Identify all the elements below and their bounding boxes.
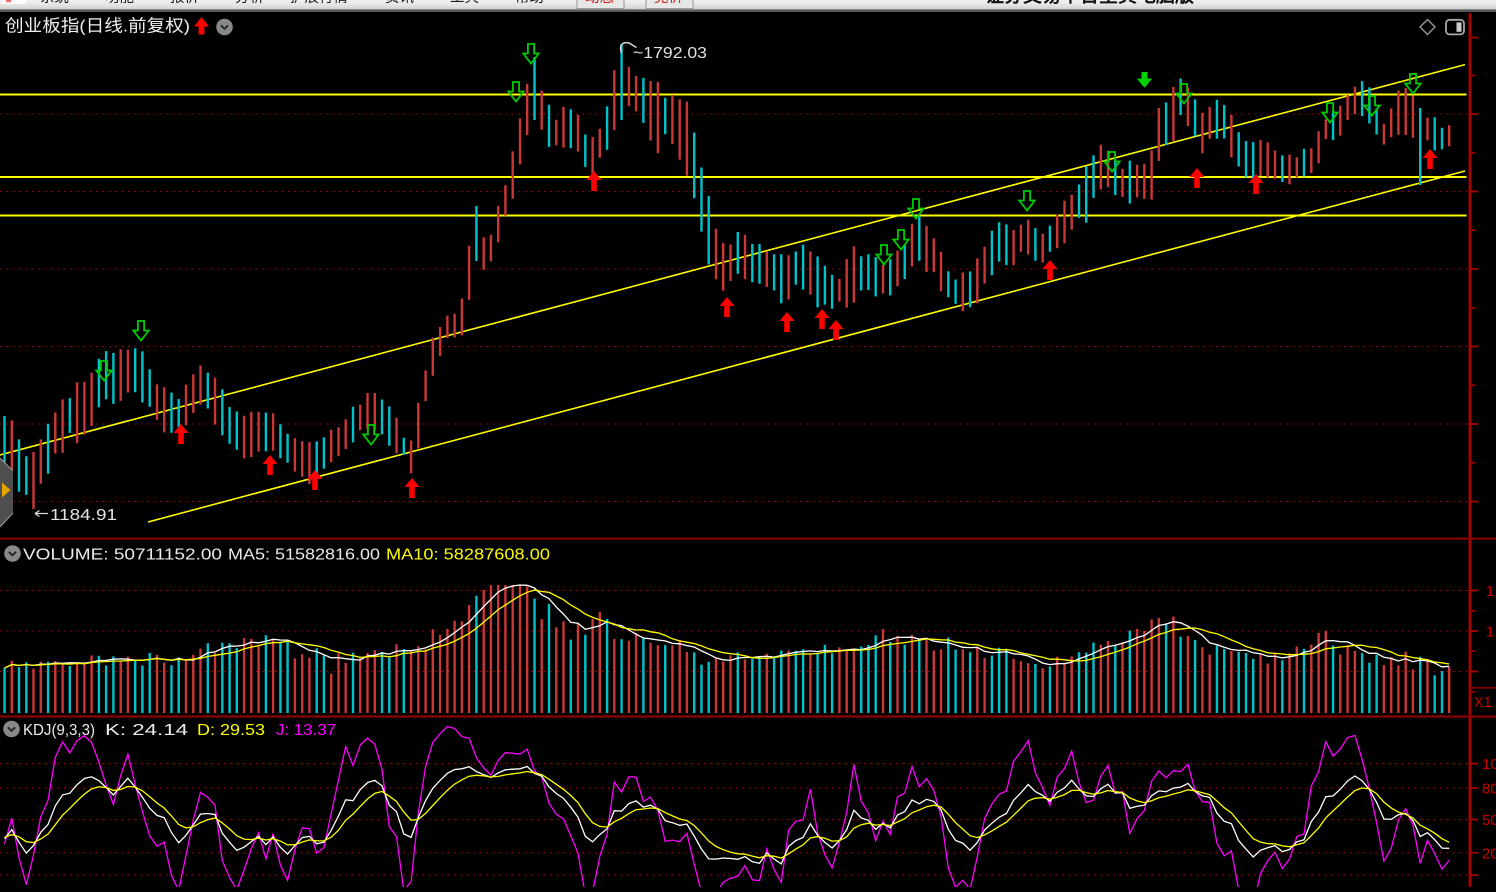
svg-text:KDJ(9,3,3): KDJ(9,3,3) [23, 722, 95, 739]
svg-text:50: 50 [1482, 812, 1496, 829]
svg-text:1184.91: 1184.91 [50, 507, 117, 524]
svg-text:MA5: 51582816.00: MA5: 51582816.00 [228, 547, 380, 564]
svg-text:报价: 报价 [170, 0, 199, 6]
svg-text:证券交易平台全真电脑版: 证券交易平台全真电脑版 [985, 0, 1194, 7]
svg-text:1: 1 [1486, 584, 1494, 600]
svg-text:分析: 分析 [235, 0, 264, 6]
svg-text:J: 13.37: J: 13.37 [276, 722, 336, 739]
svg-text:MA10: 58287608.00: MA10: 58287608.00 [386, 547, 550, 564]
svg-text:创业板指(日线.前复权): 创业板指(日线.前复权) [5, 17, 190, 36]
svg-text:1: 1 [1486, 625, 1494, 641]
svg-text:动态: 动态 [585, 0, 614, 6]
svg-text:~1792.03: ~1792.03 [633, 45, 707, 62]
svg-text:系统: 系统 [40, 0, 69, 6]
svg-text:100: 100 [1482, 756, 1496, 773]
svg-text:K: 24.14: K: 24.14 [105, 722, 188, 739]
svg-text:工具: 工具 [450, 0, 479, 6]
svg-text:20: 20 [1482, 845, 1496, 862]
svg-text:D: 29.53: D: 29.53 [197, 722, 265, 739]
svg-text:扩展行情: 扩展行情 [290, 0, 348, 6]
svg-text:X1: X1 [1474, 695, 1492, 711]
svg-text:帮助: 帮助 [515, 0, 544, 6]
svg-text:VOLUME: 50711152.00: VOLUME: 50711152.00 [23, 547, 222, 564]
svg-text:竞价: 竞价 [654, 0, 683, 6]
svg-text:资讯: 资讯 [385, 0, 414, 6]
svg-text:功能: 功能 [105, 0, 134, 6]
svg-text:80: 80 [1482, 780, 1496, 797]
